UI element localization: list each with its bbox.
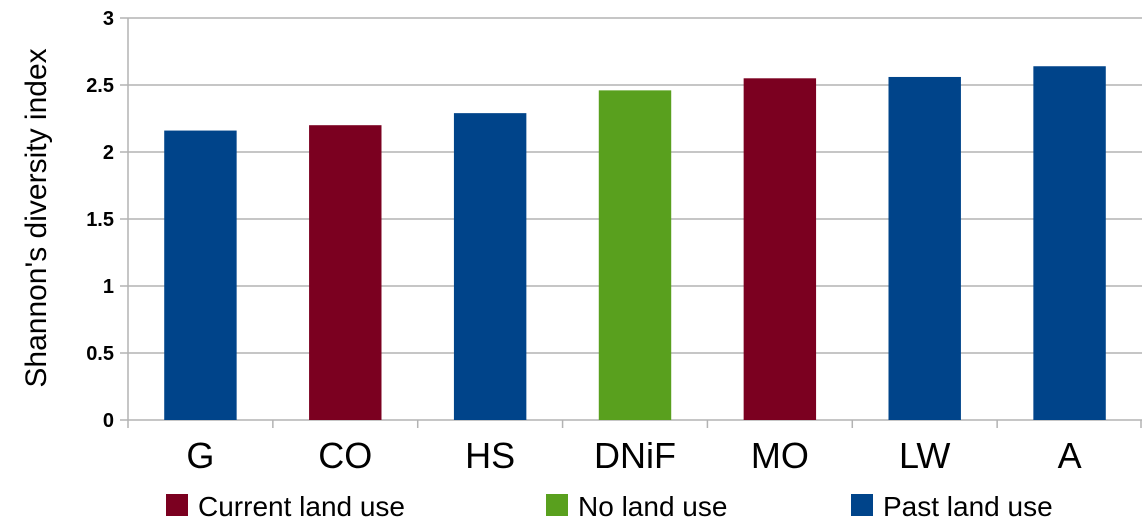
legend: Current land use No land use Past land use [166, 491, 1053, 522]
y-tick-label: 1 [103, 276, 114, 298]
legend-swatch [546, 494, 568, 516]
bar-dnif [598, 90, 672, 421]
y-tick-labels: 0 0.5 1 1.5 2 2.5 3 [86, 8, 114, 432]
x-tick-label: CO [318, 435, 372, 476]
bar-hs [453, 113, 527, 420]
y-axis-label: Shannon's diversity index [20, 48, 53, 387]
bar-lw [888, 76, 961, 421]
y-tick-label: 2 [103, 142, 114, 164]
x-tick-label: MO [751, 435, 809, 476]
bar-co [309, 125, 382, 420]
x-tick-label: HS [465, 435, 515, 476]
bar-mo [743, 78, 817, 421]
y-tick-label: 1.5 [86, 209, 114, 231]
y-tick-label: 0 [103, 410, 114, 432]
bar-a [1033, 66, 1106, 421]
x-tick-label: A [1058, 435, 1082, 476]
x-tick-label: G [186, 435, 214, 476]
legend-label: Current land use [198, 491, 405, 522]
bar-g [164, 130, 237, 420]
x-tick-label: LW [899, 435, 950, 476]
y-tick-label: 0.5 [86, 343, 114, 365]
legend-swatch [851, 494, 873, 516]
legend-swatch [166, 494, 188, 516]
bars [164, 66, 1106, 421]
y-tick-label: 2.5 [86, 75, 114, 97]
legend-label: Past land use [883, 491, 1053, 522]
legend-label: No land use [578, 491, 727, 522]
y-tick-label: 3 [103, 8, 114, 30]
x-tick-label: DNiF [594, 435, 676, 476]
x-tick-labels: G CO HS DNiF MO LW A [186, 435, 1081, 476]
